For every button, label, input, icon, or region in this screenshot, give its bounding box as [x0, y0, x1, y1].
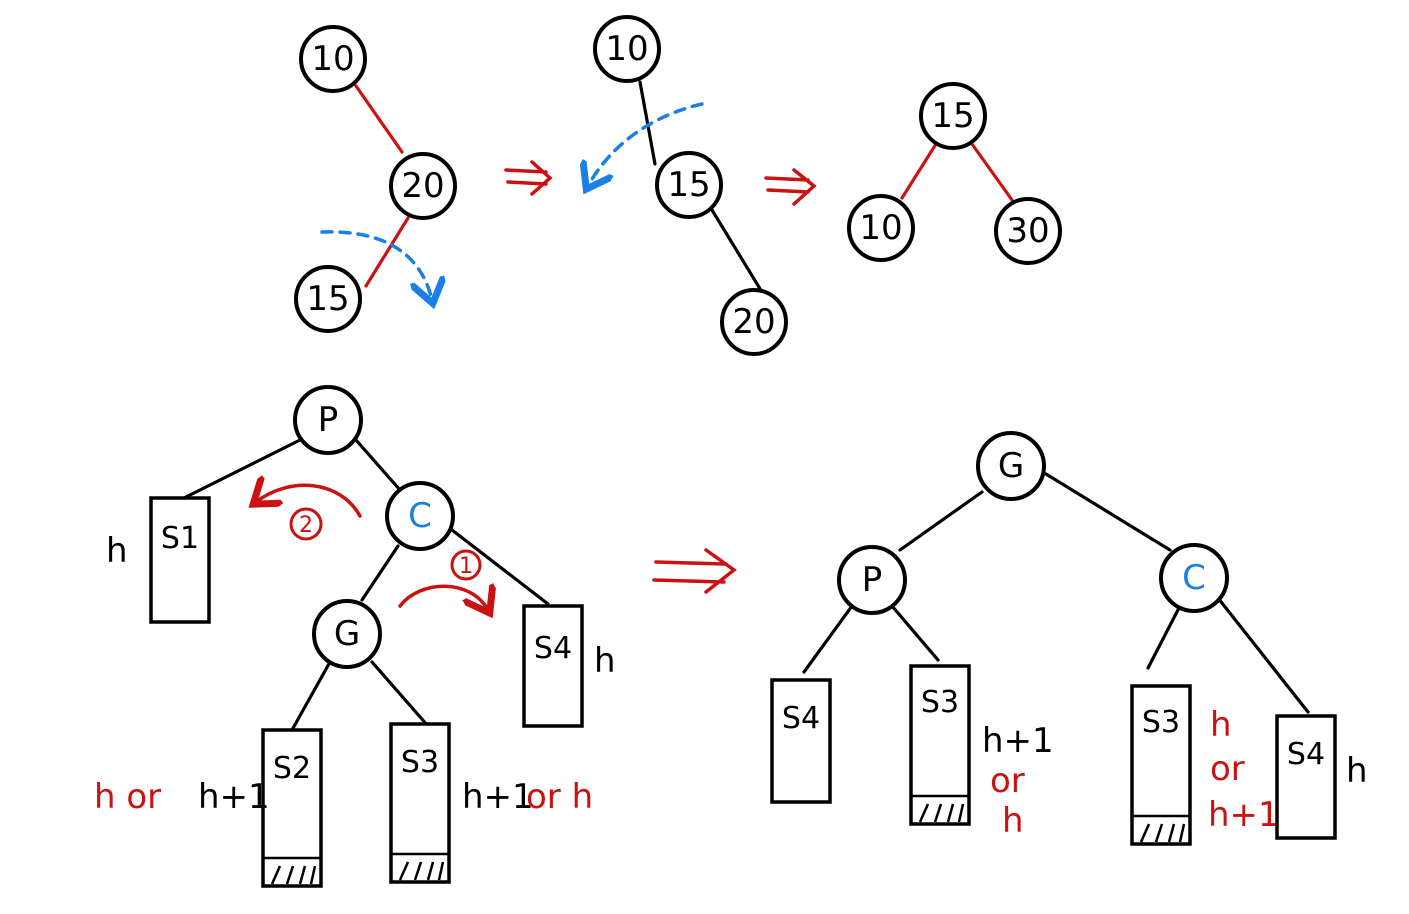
height-label-s4-right: h: [1346, 751, 1368, 791]
svg-text:P: P: [862, 560, 883, 600]
svg-text:S1: S1: [161, 521, 199, 556]
node-p: P: [293, 385, 363, 455]
node-15: 15: [655, 151, 723, 219]
height-label-s3-red: or h: [526, 777, 593, 817]
top-step2: 10 15 20: [588, 15, 788, 356]
edge-p-s4: [802, 604, 854, 674]
svg-text:P: P: [318, 400, 339, 440]
edge-p-s3: [890, 604, 940, 662]
node-g: G: [976, 431, 1046, 501]
svg-text:2: 2: [299, 513, 313, 538]
svg-text:1: 1: [459, 554, 473, 579]
edge-g-p: [898, 490, 984, 552]
top-step1: 10 20 15: [294, 25, 457, 333]
subtree-s3: S3: [389, 722, 451, 884]
transition-arrow-3: [652, 548, 737, 594]
height-label-s3-right-3: h+1: [1208, 795, 1280, 835]
svg-text:S4: S4: [534, 631, 572, 666]
height-label-s4: h: [594, 641, 616, 681]
node-20: 20: [389, 152, 457, 220]
node-g: G: [312, 599, 382, 669]
svg-text:C: C: [1182, 558, 1206, 598]
step-2-marker: 2: [289, 507, 323, 541]
height-label-s3-right-1: h: [1210, 705, 1232, 745]
rotation-arrow-1: [398, 586, 488, 610]
node-30: 30: [994, 197, 1062, 265]
edge-c-s4: [450, 528, 550, 606]
height-label-s3-right-2: or: [1210, 749, 1245, 789]
height-label-s3-left-1: h+1: [982, 721, 1054, 761]
subtree-s4: S4: [522, 604, 584, 728]
svg-text:C: C: [408, 496, 432, 536]
right-tree: G P C S4 S3 h+1 or h: [770, 431, 1368, 846]
svg-text:S4: S4: [1287, 737, 1325, 772]
svg-text:10: 10: [859, 208, 902, 248]
svg-text:15: 15: [667, 165, 710, 205]
svg-text:20: 20: [401, 166, 444, 206]
edge-p-c: [354, 438, 402, 492]
edge-15-30-red: [970, 142, 1014, 202]
height-label-s2-red: h or: [94, 777, 161, 817]
edge-c-g: [360, 544, 400, 602]
svg-text:G: G: [334, 614, 360, 654]
node-p: P: [837, 545, 907, 615]
edge-c-s4: [1216, 596, 1310, 714]
edge-c-s3: [1146, 604, 1182, 670]
rotate-right-arrow: [320, 230, 432, 300]
svg-text:10: 10: [311, 39, 354, 79]
transition-arrow-1: [504, 160, 553, 196]
edge-g-s3: [370, 660, 430, 728]
subtree-s3-left: S3: [909, 664, 971, 826]
transition-arrow-2: [764, 168, 817, 206]
subtree-s3-right: S3: [1130, 684, 1192, 846]
svg-text:20: 20: [732, 302, 775, 342]
svg-text:15: 15: [306, 279, 349, 319]
node-15: 15: [919, 82, 987, 150]
node-10: 10: [593, 15, 661, 83]
node-10: 10: [299, 25, 367, 93]
left-tree: 2 1 P C G S1 h S4 h: [94, 385, 616, 888]
rotation-arrow-2: [256, 485, 362, 518]
step-1-marker: 1: [450, 549, 482, 581]
edge-15-10-red: [900, 142, 938, 200]
node-c: C: [1159, 543, 1229, 613]
subtree-s4-right: S4: [1275, 714, 1337, 840]
subtree-s4-left: S4: [770, 678, 832, 804]
rotate-left-arrow: [588, 102, 704, 186]
svg-text:S2: S2: [273, 751, 311, 786]
subtree-s1: S1: [149, 496, 211, 624]
edge-10-15: [638, 80, 657, 166]
height-label-s1: h: [106, 531, 128, 571]
edge-20-15-red: [364, 216, 410, 288]
svg-text:10: 10: [605, 29, 648, 69]
svg-text:S3: S3: [921, 685, 959, 720]
node-15: 15: [294, 265, 362, 333]
edge-15-20: [710, 208, 764, 294]
svg-text:30: 30: [1006, 211, 1049, 251]
svg-text:S4: S4: [782, 701, 820, 736]
svg-text:15: 15: [931, 96, 974, 136]
height-label-s3-black: h+1: [462, 777, 534, 817]
edge-10-20-red: [354, 84, 404, 154]
edge-g-s2: [290, 660, 332, 732]
edge-g-c: [1044, 472, 1172, 552]
height-label-s2-black: h+1: [198, 777, 270, 817]
svg-text:S3: S3: [1142, 705, 1180, 740]
top-step3: 15 10 30: [847, 82, 1062, 265]
node-10: 10: [847, 194, 915, 262]
height-label-s3-left-2: or: [990, 761, 1025, 801]
node-c: C: [385, 481, 455, 551]
svg-text:G: G: [998, 446, 1024, 486]
subtree-s2: S2: [261, 728, 323, 888]
node-20: 20: [720, 288, 788, 356]
svg-text:S3: S3: [401, 745, 439, 780]
edge-p-s1: [178, 438, 302, 502]
height-label-s3-left-3: h: [1002, 801, 1024, 841]
